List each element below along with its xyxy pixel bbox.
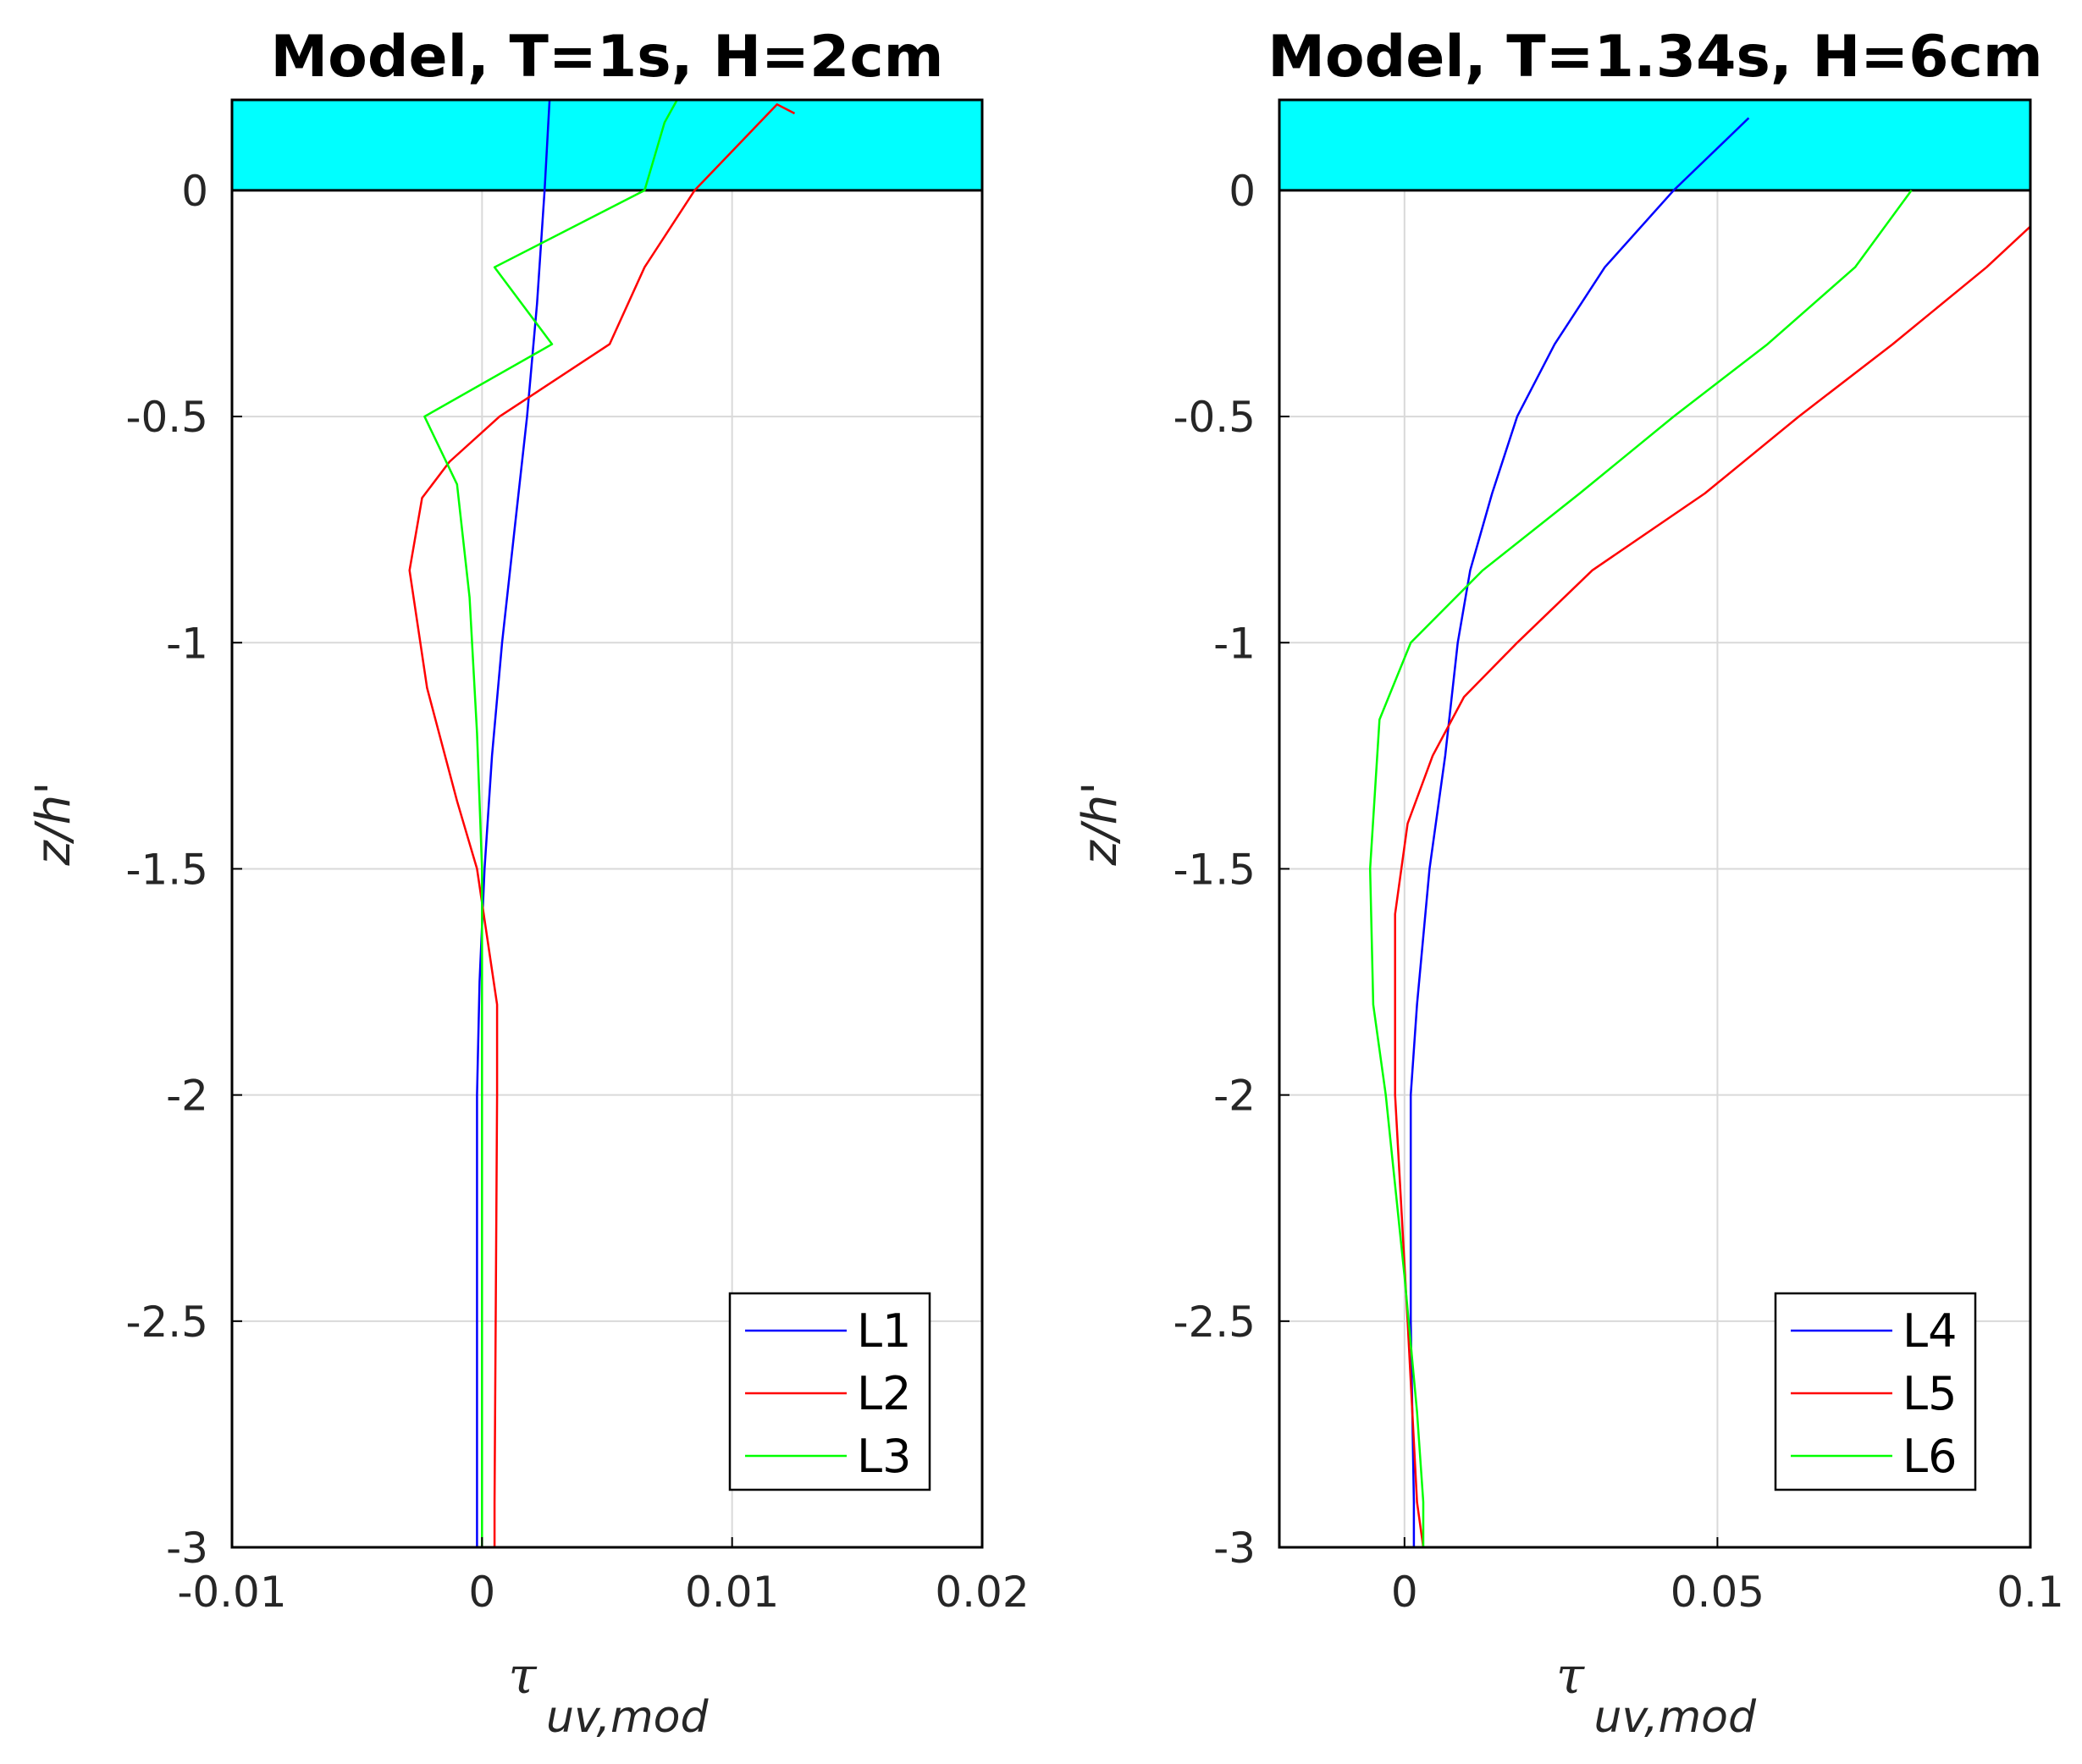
- x-tick-label: 0.01: [685, 1568, 779, 1617]
- x-tick-label: 0.1: [1996, 1568, 2064, 1617]
- x-tick-label: 0.02: [935, 1568, 1029, 1617]
- y-tick-label: -1: [1213, 619, 1256, 668]
- series-line-l1: [476, 99, 551, 1547]
- water-band: [230, 98, 984, 192]
- y-tick-label: -3: [1213, 1524, 1256, 1573]
- series-line-l4: [1409, 117, 1750, 1547]
- y-tick-label: -0.5: [1173, 393, 1256, 442]
- axes-frame: [230, 98, 984, 1549]
- water-band: [1278, 98, 2032, 192]
- y-axis-label: z/h': [1073, 781, 1128, 866]
- x-tick-label: 0.05: [1671, 1568, 1764, 1617]
- left-panel: -0.01 0 0.01 0.02 -3 -2.5 -2 -1.5 -1 -0.5 0 Model, …: [26, 24, 1030, 1743]
- right-panel: 0 0.05 0.1 -3 -2.5 -2 -1.5 -1 -0.5 0 Model, T=1.34…: [1073, 24, 2064, 1743]
- series-line-l6: [1368, 190, 1913, 1547]
- legend: L1 L2 L3: [728, 1292, 931, 1491]
- y-axis-label: z/h': [26, 781, 81, 866]
- legend-label-l4: L4: [1903, 1304, 1957, 1358]
- legend-box: [728, 1292, 931, 1491]
- y-tick-label: -1.5: [125, 845, 208, 894]
- legend-label-l5: L5: [1903, 1367, 1957, 1420]
- x-tick-label: 0: [468, 1568, 495, 1617]
- y-tick-label: -1: [166, 619, 208, 668]
- legend-label-l3: L3: [857, 1430, 911, 1483]
- legend-label-l2: L2: [857, 1367, 911, 1420]
- y-tick-label: -2.5: [1173, 1298, 1256, 1347]
- y-tick-label: -2: [166, 1072, 208, 1121]
- chart-title: Model, T=1.34s, H=6cm: [1267, 24, 2042, 91]
- y-tick-label: -2.5: [125, 1298, 208, 1347]
- series-line-l2: [408, 103, 796, 1547]
- x-axis-label: τ: [508, 1646, 537, 1706]
- legend-label-l1: L1: [857, 1304, 911, 1358]
- y-tick-label: -3: [166, 1524, 208, 1573]
- y-tick-label: -1.5: [1173, 845, 1256, 894]
- x-tick-label: 0: [1391, 1568, 1418, 1617]
- series-line-l3: [423, 99, 678, 1547]
- y-tick-label: -2: [1213, 1072, 1256, 1121]
- y-tick-label: 0: [1229, 167, 1256, 216]
- series-line-l5: [1394, 225, 2031, 1548]
- y-tick-label: 0: [181, 167, 208, 216]
- x-axis-label: τ: [1556, 1646, 1585, 1706]
- axes-frame: [1278, 98, 2032, 1549]
- x-tick-label: -0.01: [177, 1568, 286, 1617]
- x-axis-label-subscript: uv,mod: [1594, 1692, 1757, 1743]
- legend-label-l6: L6: [1903, 1430, 1957, 1483]
- chart-title: Model, T=1s, H=2cm: [270, 24, 943, 91]
- legend-box: [1774, 1292, 1977, 1491]
- x-axis-label-subscript: uv,mod: [546, 1692, 709, 1743]
- legend: L4 L5 L6: [1774, 1292, 1977, 1491]
- y-tick-label: -0.5: [125, 393, 208, 442]
